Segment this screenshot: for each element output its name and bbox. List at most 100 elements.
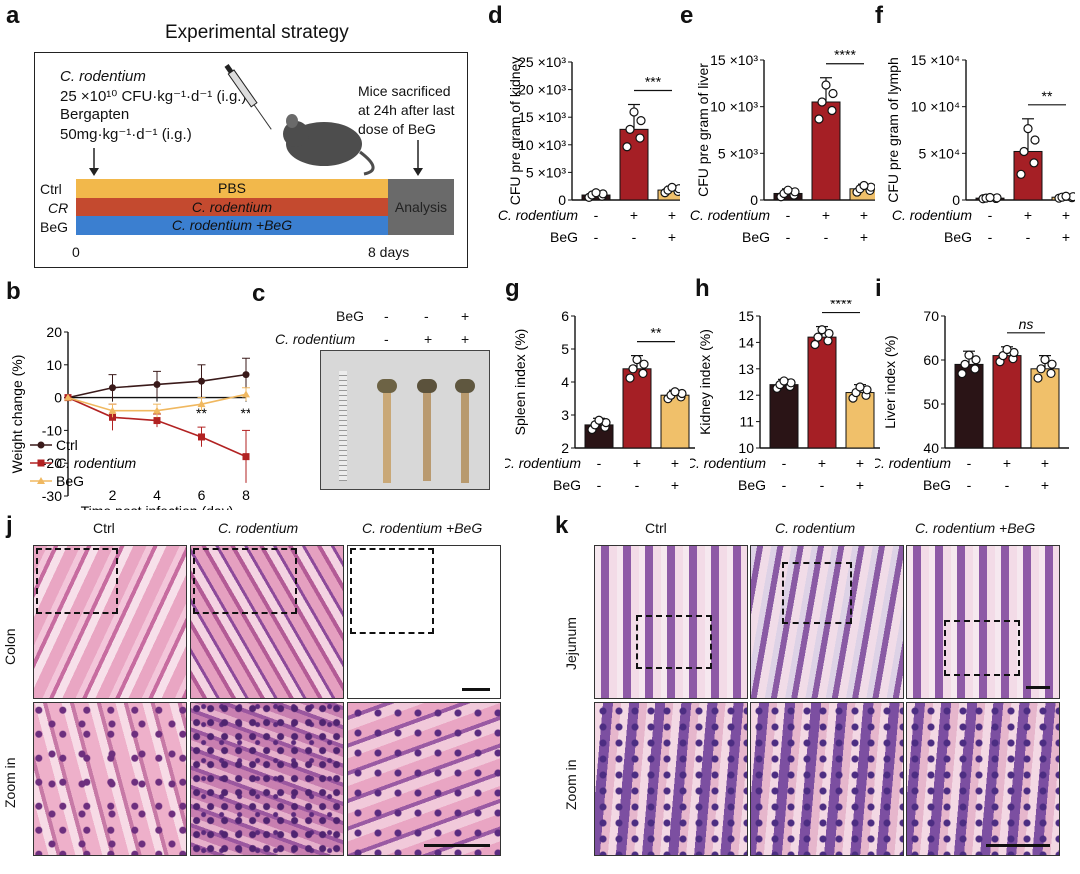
bar-beg: C. rodentium +BeG [76,216,388,235]
j-zoom-box-3 [350,548,434,634]
beg-dose: 50mg·kg⁻¹·d⁻¹ (i.g.) [60,126,192,143]
data-point [1061,191,1071,201]
beg-row-label: BeG [944,229,972,245]
data-point [1040,354,1050,365]
bar [769,384,799,449]
y-tick-label: 40 [923,440,939,456]
data-point [960,359,970,370]
y-tick-label: -30 [42,488,62,504]
c-beg-1: - [384,308,389,324]
chart-f: 0 5 ×10⁴ 10 ×10⁴ 15 ×10⁴ CFU pre gram of lym… [885,52,1075,245]
end-arrow-head [413,168,423,176]
k-scalebar-top [1026,686,1050,689]
cr-name: C. rodentium [60,68,146,85]
cr-row-label: C. rodentium [498,207,578,223]
beg-sign: - [967,477,972,493]
data-point [1019,146,1029,157]
k-zoom-box-3 [944,620,1020,676]
j-zoom-cr [190,702,344,856]
beg-sign: - [594,229,599,245]
syringe-icon [224,64,272,130]
significance-label: ** [1042,88,1053,104]
data-point [629,107,639,117]
cr-sign: + [1003,455,1011,471]
beg-name: Bergapten [60,106,130,123]
beg-sign: + [671,477,679,493]
k-jej-ctrl [594,545,748,699]
y-tick-label: 0 [54,390,62,406]
data-point [824,328,834,339]
data-point [635,133,645,143]
beg-sign: - [1026,229,1031,245]
y-tick-label: 20 [46,324,62,340]
data-point [1036,364,1046,374]
data-point [64,393,72,401]
y-tick-label: 15 ×10⁴ [911,52,960,68]
data-point [242,453,250,461]
beg-sign: - [782,477,787,493]
cr-sign: + [1024,207,1032,223]
cr-row-label: C. rodentium [892,207,972,223]
panel-label-e: e [680,2,694,29]
data-point [198,377,205,385]
data-point [639,359,649,369]
significance-day6: ** [196,405,207,421]
j-scalebar-top [462,688,490,691]
colon-sample-1 [383,391,391,483]
cr-sign: + [671,455,679,471]
panel-label-f: f [875,2,883,29]
y-tick-label: 11 [739,414,754,430]
data-point [817,325,827,335]
y-tick-label: 6 [561,308,569,324]
data-point [242,390,250,398]
j-col-cr: C. rodentium [218,520,299,536]
panel-label-c: c [252,280,266,307]
beg-sign: - [820,477,825,493]
y-axis-label: Weight change (%) [9,355,25,474]
data-point [153,380,161,388]
cr-row-label: C. rodentium [505,455,581,471]
j-scalebar-bottom [424,844,490,847]
beg-row-label: BeG [550,229,578,245]
y-tick-label: 14 [738,334,754,350]
cr-row-label: C. rodentium [690,207,770,223]
data-point [1023,123,1033,134]
data-point [817,97,827,107]
cr-sign: + [860,207,868,223]
start-arrow-head [89,168,99,176]
k-col-cr: C. rodentium [775,520,856,536]
significance-day8: ** [241,405,250,421]
cecum-3 [455,379,475,393]
y-axis-label: CFU pre gram of liver [695,63,711,197]
y-tick-label: 5 ×10³ [526,164,566,180]
beg-sign: + [1062,229,1070,245]
beg-sign: - [1005,477,1010,493]
chart-h: 10 11 12 13 14 15 Kidney index (%) **** C. roden… [690,300,880,493]
cr-sign: + [1062,207,1070,223]
y-tick-label: 10 ×10³ [518,137,566,153]
x-tick-label: 6 [198,487,206,503]
panel-label-b: b [6,278,21,305]
sacrifice-note: Mice sacrificed at 24h after last dose o… [358,83,455,137]
panel-label-j: j [6,512,13,539]
bar-analysis: Analysis [388,179,454,235]
group-ctrl: Ctrl [40,181,62,197]
beg-sign: - [824,229,829,245]
data-point [855,382,865,392]
data-point [779,376,789,386]
legend-label: BeG [56,473,84,489]
group-cr: CR [48,200,69,216]
cr-sign: - [967,455,972,471]
beg-sign: + [860,229,868,245]
data-point [814,114,824,124]
y-tick-label: 2 [561,440,569,456]
beg-sign: + [668,229,676,245]
data-point [1047,359,1057,369]
j-colon-cr [190,545,344,699]
bar-pbs: PBS [76,179,388,198]
x-axis-label: Time post infection (day) [81,503,234,510]
j-zoom-box-2 [193,548,297,614]
k-scalebar-bottom [986,844,1050,847]
